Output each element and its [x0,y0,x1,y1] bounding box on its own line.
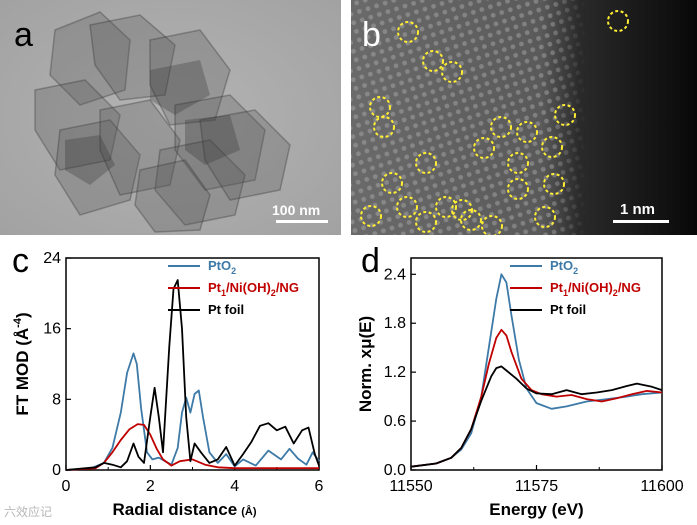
series-line-pt1 [65,423,319,471]
series-line-pto2 [65,352,320,471]
chart-xanes: 11550 11575 11600 0.0 0.6 1.2 1.8 2.4 PtO2 Pt1/Ni… [356,257,684,519]
legend-entry: Pt1/Ni(OH)2/NG [208,280,299,298]
y-tick-label: 0.6 [384,413,406,430]
x-tick-label: 11600 [640,478,683,495]
x-tick-label: 0 [62,478,71,495]
series-line-ptfoil [410,365,663,468]
y-tick-label: 2.4 [384,266,406,283]
single-atom-markers [360,10,629,235]
legend-entry: Pt foil [550,302,586,317]
panel-letter-b: b [362,16,381,54]
x-axis-label: Energy (eV) [489,500,583,519]
y-axis-label: Norm. xμ(E) [356,316,375,412]
scale-label-a: 100 nm [272,202,321,218]
haadf-image [351,0,697,235]
y-tick-label: 1.8 [384,315,406,332]
x-tick-label: 6 [315,478,324,495]
scale-label-b: 1 nm [620,201,656,218]
panel-letter-c: c [12,242,29,280]
x-tick-label: 2 [146,478,155,495]
hexagonal-nanosheets [34,11,291,233]
x-tick-label: 11550 [389,478,432,495]
y-axis-label: FT MOD (Å-4) [12,312,32,415]
y-tick-label: 24 [43,250,61,267]
tem-image-panel [0,0,341,235]
y-tick-label: 0 [52,462,61,479]
legend-entry: PtO2 [550,258,578,276]
panel-letter-d: d [361,242,380,280]
series-line-ptfoil [65,279,320,471]
y-tick-label: 0.0 [384,462,406,479]
haadf-image-panel [351,0,697,235]
x-axis-label: Radial distance (Å) [113,500,257,519]
panel-letter-a: a [14,16,33,54]
scale-bar-b [613,220,669,223]
series-line-pto2 [410,273,663,468]
y-tick-label: 8 [52,391,61,408]
y-tick-label: 1.2 [384,364,406,381]
x-tick-label: 4 [230,478,239,495]
tem-image [0,0,341,235]
y-tick-label: 16 [43,321,61,338]
series-line-pt1 [410,328,663,468]
x-tick-label: 11575 [515,478,558,495]
legend-entry: PtO2 [208,258,236,276]
scale-bar-a [276,220,328,223]
legend-entry: Pt1/Ni(OH)2/NG [550,280,641,298]
watermark-text: 六效应记 [4,505,53,519]
legend-entry: Pt foil [208,302,244,317]
